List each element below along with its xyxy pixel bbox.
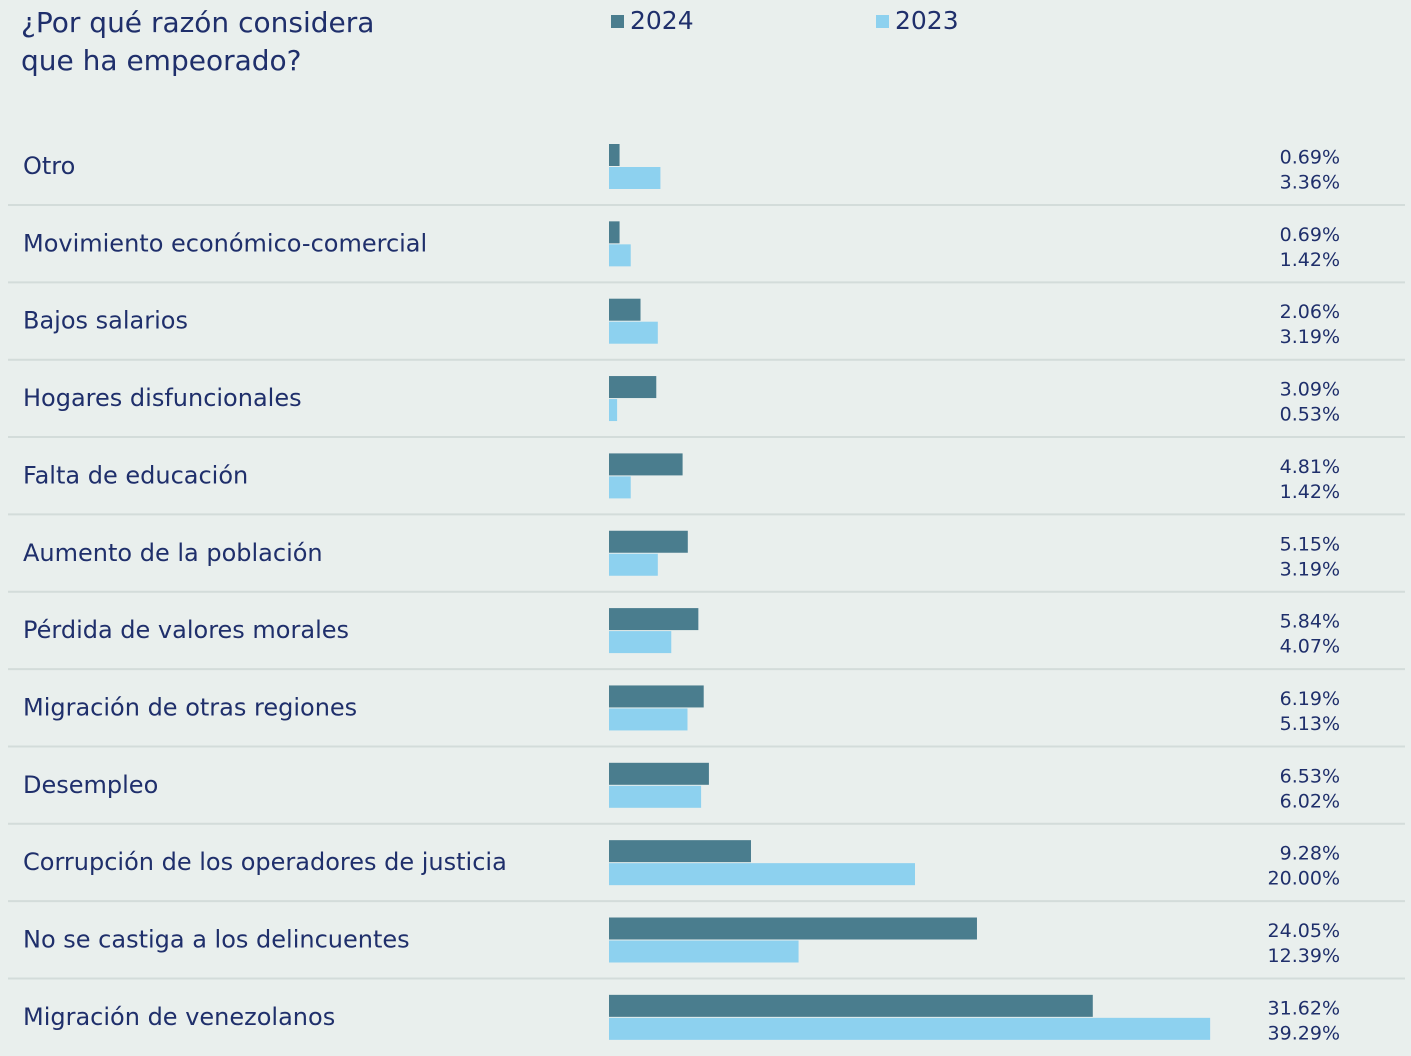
category-label: Pérdida de valores morales — [23, 616, 349, 644]
bar — [609, 685, 704, 708]
bar — [609, 476, 631, 499]
value-label: 2.06% — [1280, 301, 1340, 323]
bar — [609, 453, 683, 476]
bar — [609, 298, 641, 321]
value-label: 3.19% — [1280, 326, 1340, 348]
value-label: 6.53% — [1280, 765, 1340, 787]
value-label: 4.07% — [1280, 636, 1340, 658]
bar — [609, 762, 709, 785]
value-label: 24.05% — [1268, 920, 1340, 942]
category-label: Corrupción de los operadores de justicia — [23, 848, 507, 876]
bar — [609, 530, 688, 553]
value-label: 3.09% — [1280, 379, 1340, 401]
bar — [609, 1017, 1211, 1040]
value-label: 9.28% — [1280, 843, 1340, 865]
legend-label: 2023 — [895, 6, 959, 35]
bar — [609, 321, 658, 344]
value-label: 5.15% — [1280, 533, 1340, 555]
bar — [609, 399, 618, 422]
bar — [609, 553, 658, 576]
value-label: 0.53% — [1280, 404, 1340, 426]
bar — [609, 785, 702, 808]
category-label: Movimiento económico-comercial — [23, 229, 427, 257]
value-label: 20.00% — [1268, 868, 1340, 890]
bar — [609, 244, 631, 267]
bar — [609, 144, 620, 166]
bar — [609, 631, 672, 654]
value-label: 1.42% — [1280, 481, 1340, 503]
category-label: Migración de otras regiones — [23, 693, 357, 721]
value-label: 4.81% — [1280, 456, 1340, 478]
legend-swatch — [611, 15, 624, 28]
value-label: 5.84% — [1280, 611, 1340, 633]
category-label: Otro — [23, 152, 75, 180]
category-label: Migración de venezolanos — [23, 1003, 335, 1031]
bar — [609, 994, 1093, 1017]
value-label: 5.13% — [1280, 713, 1340, 735]
chart-title: ¿Por qué razón considera que ha empeorad… — [21, 6, 375, 77]
category-label: Falta de educación — [23, 461, 248, 489]
legend-swatch — [876, 15, 889, 28]
value-label: 0.69% — [1280, 147, 1340, 169]
bar — [609, 708, 688, 731]
value-label: 0.69% — [1280, 224, 1340, 246]
bar — [609, 167, 661, 189]
value-label: 1.42% — [1280, 249, 1340, 271]
bar — [609, 917, 977, 940]
value-label: 31.62% — [1268, 997, 1340, 1019]
category-label: Aumento de la población — [23, 539, 323, 567]
value-label: 3.19% — [1280, 558, 1340, 580]
value-label: 3.36% — [1280, 172, 1340, 194]
bar — [609, 863, 915, 886]
value-label: 39.29% — [1268, 1022, 1340, 1044]
category-label: Desempleo — [23, 771, 158, 799]
bar — [609, 940, 799, 963]
bar — [609, 608, 699, 631]
value-label: 6.19% — [1280, 688, 1340, 710]
bar — [609, 840, 751, 863]
value-label: 6.02% — [1280, 790, 1340, 812]
category-label: Bajos salarios — [23, 307, 188, 335]
category-label: No se castiga a los delincuentes — [23, 926, 410, 954]
category-label: Hogares disfuncionales — [23, 384, 302, 412]
bar — [609, 376, 657, 399]
value-label: 12.39% — [1268, 945, 1340, 967]
bar — [609, 221, 620, 244]
legend-label: 2024 — [630, 6, 694, 35]
